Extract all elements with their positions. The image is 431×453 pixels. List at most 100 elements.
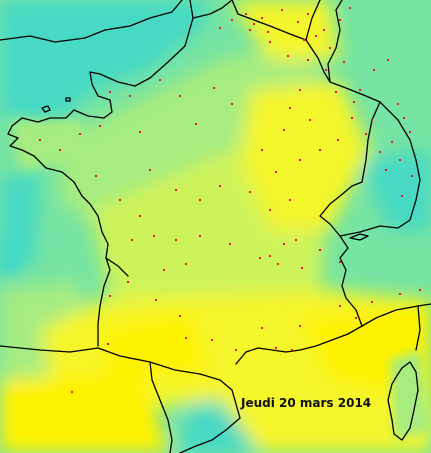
station-dot xyxy=(59,149,61,151)
station-dot xyxy=(261,149,263,151)
field-north-green xyxy=(60,40,330,230)
station-dot xyxy=(139,215,141,217)
station-dot xyxy=(179,315,181,317)
pyrenees-border xyxy=(0,345,241,419)
station-dot xyxy=(343,61,345,63)
station-dot xyxy=(385,169,387,171)
station-dot xyxy=(387,59,389,61)
station-dot xyxy=(403,117,405,119)
station-dot xyxy=(295,239,297,241)
spain-coastline xyxy=(179,417,241,453)
station-dot xyxy=(355,317,357,319)
station-dot xyxy=(349,7,351,9)
station-dot xyxy=(109,295,111,297)
station-dot xyxy=(409,131,411,133)
station-dot xyxy=(95,175,97,177)
date-label: Jeudi 20 mars 2014 xyxy=(241,396,372,410)
station-dot xyxy=(283,243,285,245)
luxembourg-border xyxy=(231,0,381,103)
station-dot xyxy=(269,209,271,211)
station-dot xyxy=(319,249,321,251)
station-dot xyxy=(39,139,41,141)
lake-geneva xyxy=(349,233,369,241)
station-dot xyxy=(211,339,213,341)
station-dot xyxy=(335,91,337,93)
station-dot xyxy=(229,243,231,245)
station-dot xyxy=(373,69,375,71)
station-dot xyxy=(371,119,373,121)
station-dot xyxy=(249,29,251,31)
corsica-coastline xyxy=(387,361,419,441)
station-dot xyxy=(109,91,111,93)
station-dot xyxy=(269,41,271,43)
station-dot xyxy=(119,199,121,201)
station-dot xyxy=(399,293,401,295)
station-dot xyxy=(353,101,355,103)
field-sw-yellow xyxy=(100,310,210,380)
station-dot xyxy=(397,103,399,105)
station-dot xyxy=(307,59,309,61)
station-dot xyxy=(419,289,421,291)
station-dot xyxy=(195,123,197,125)
station-dot xyxy=(401,195,403,197)
station-dot xyxy=(235,349,237,351)
station-dot xyxy=(231,19,233,21)
station-dot xyxy=(249,191,251,193)
station-dot xyxy=(339,19,341,21)
station-dot xyxy=(267,31,269,33)
station-dot xyxy=(289,107,291,109)
station-dot xyxy=(175,239,177,241)
mediterranean-coastline xyxy=(235,303,431,365)
station-dot xyxy=(269,255,271,257)
station-dot xyxy=(325,69,327,71)
station-dot xyxy=(299,159,301,161)
station-dot xyxy=(245,13,247,15)
station-dot xyxy=(179,95,181,97)
station-dot xyxy=(337,139,339,141)
station-dot xyxy=(379,151,381,153)
station-dot xyxy=(155,299,157,301)
station-dot xyxy=(289,199,291,201)
station-dot xyxy=(287,55,289,57)
station-dot xyxy=(365,133,367,135)
station-dot xyxy=(309,119,311,121)
station-dot xyxy=(339,305,341,307)
station-dot xyxy=(219,185,221,187)
field-corsica-green xyxy=(390,350,430,440)
field-brittany-green xyxy=(10,120,90,170)
station-dot xyxy=(261,327,263,329)
station-dot xyxy=(303,39,305,41)
station-dot xyxy=(107,343,109,345)
channel-islands xyxy=(41,97,71,113)
station-dot xyxy=(391,141,393,143)
station-dot xyxy=(185,337,187,339)
station-dot xyxy=(213,87,215,89)
field-east-yellow xyxy=(240,80,370,230)
station-dot xyxy=(261,17,263,19)
station-dot xyxy=(159,79,161,81)
swiss-border xyxy=(339,199,417,237)
station-dot xyxy=(299,89,301,91)
station-dot xyxy=(175,189,177,191)
station-dot xyxy=(99,125,101,127)
station-dot xyxy=(275,347,277,349)
field-belgium-yellow xyxy=(230,0,340,60)
station-dot xyxy=(371,301,373,303)
station-dot xyxy=(153,235,155,237)
station-dot xyxy=(399,159,401,161)
station-dot xyxy=(411,175,413,177)
station-dot xyxy=(315,35,317,37)
station-dot xyxy=(275,171,277,173)
station-dot xyxy=(319,149,321,151)
station-dot xyxy=(299,325,301,327)
station-dot xyxy=(351,117,353,119)
alps-border xyxy=(319,181,363,327)
station-dot xyxy=(281,9,283,11)
station-dot xyxy=(231,103,233,105)
station-dot xyxy=(359,89,361,91)
station-dot xyxy=(339,261,341,263)
station-dot xyxy=(127,281,129,283)
station-dot xyxy=(131,239,133,241)
